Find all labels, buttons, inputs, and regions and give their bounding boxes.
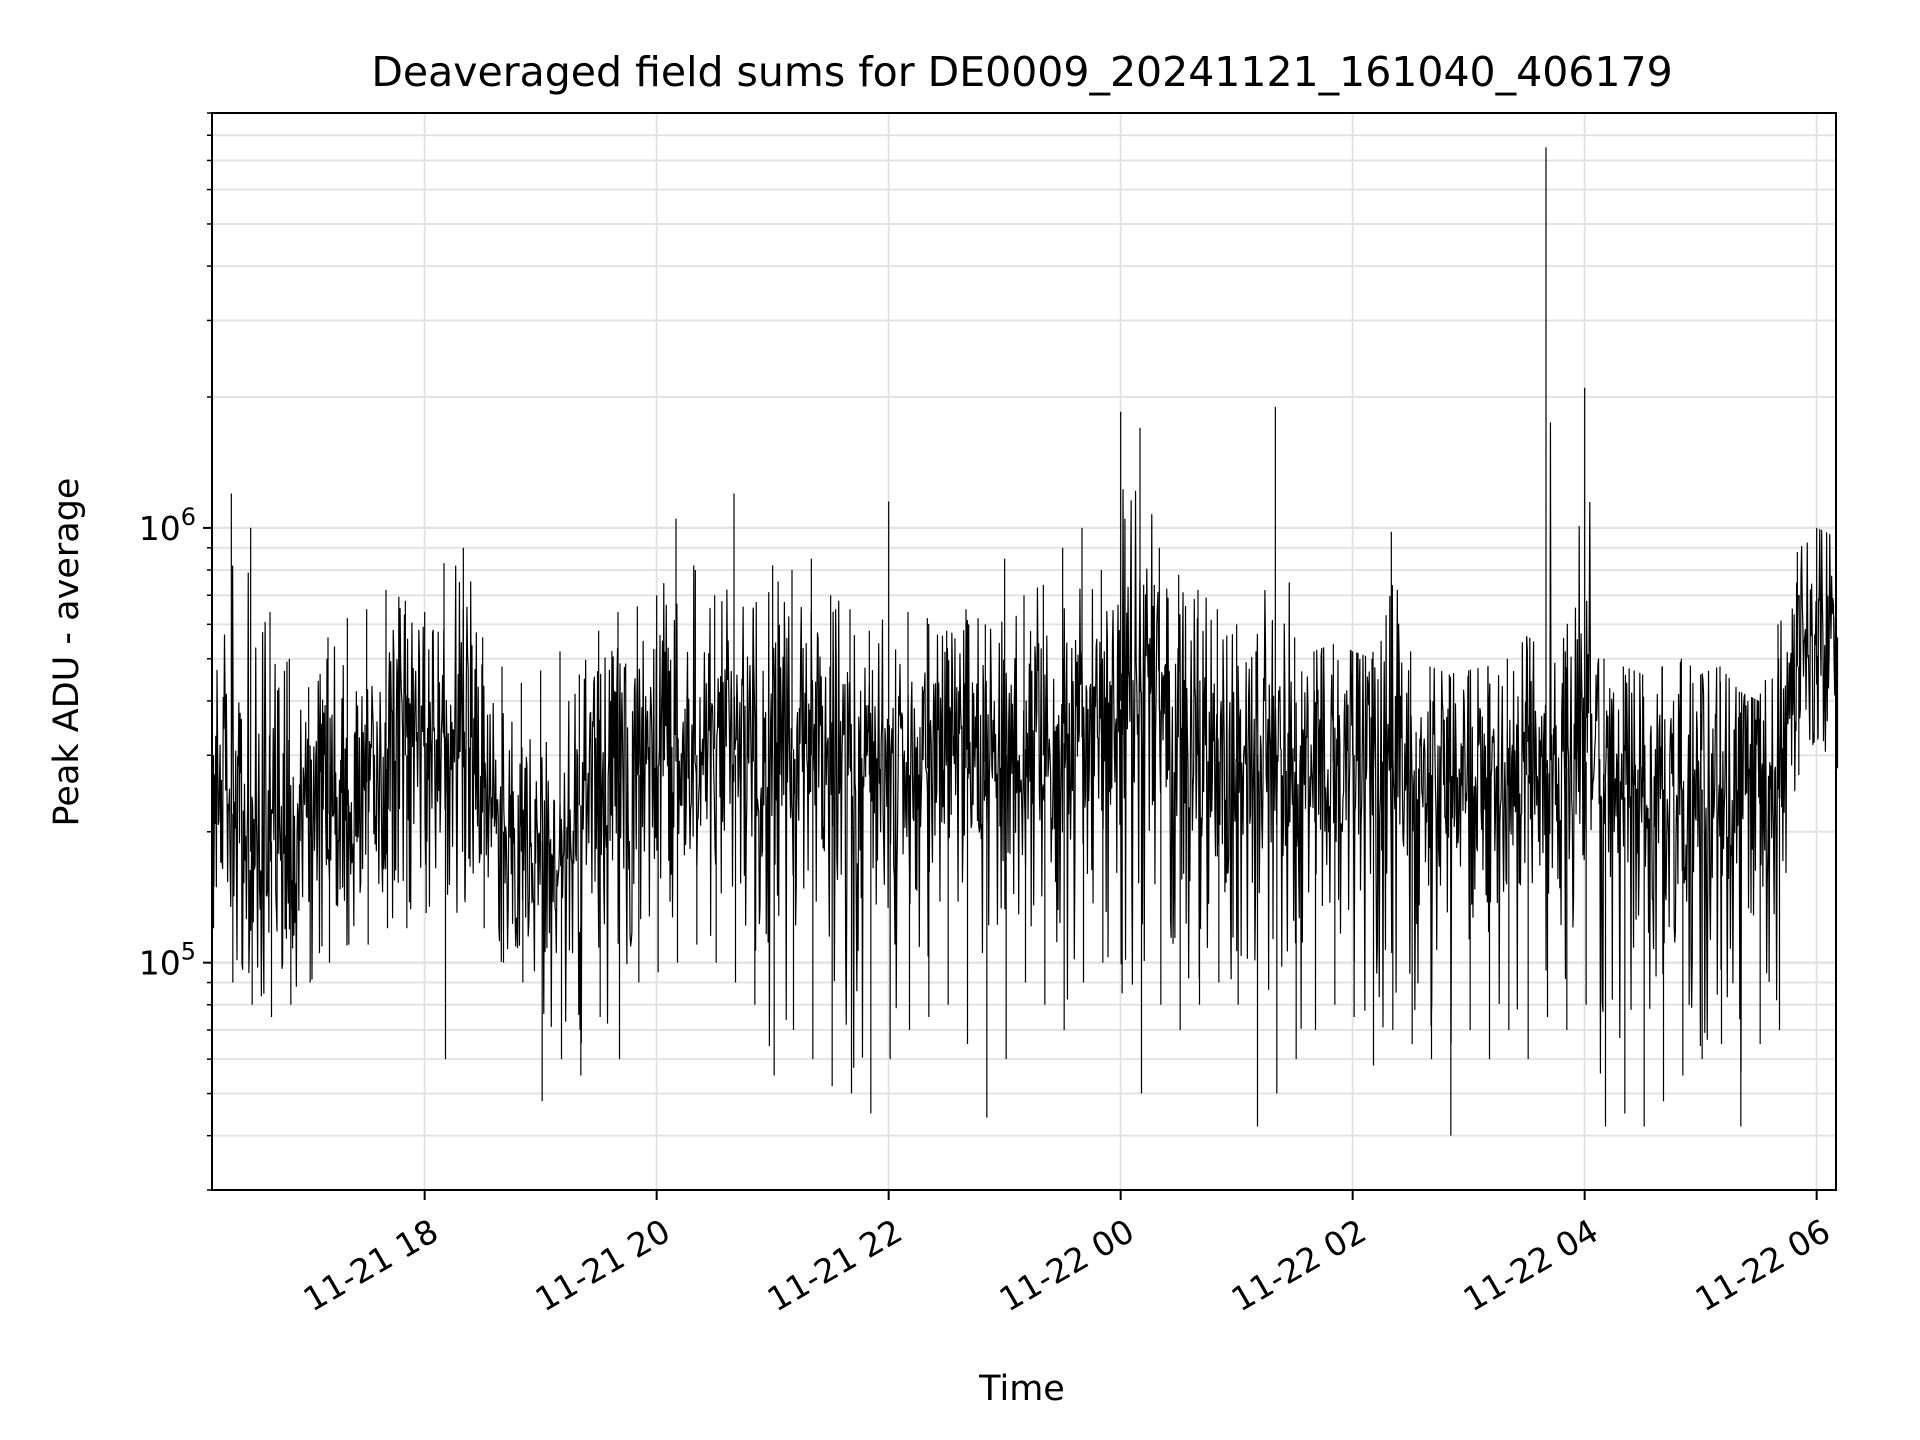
- x-tick-label: 11-21 20: [529, 1211, 677, 1319]
- x-tick-label: 11-21 22: [761, 1211, 909, 1319]
- plot-frame: [211, 112, 1837, 1191]
- chart-title: Deaveraged field sums for DE0009_2024112…: [371, 48, 1672, 96]
- x-tick-label: 11-22 00: [993, 1211, 1141, 1319]
- x-axis-label: Time: [978, 1369, 1065, 1409]
- x-tick-label: 11-22 02: [1225, 1211, 1373, 1319]
- y-tick-label: 106: [139, 503, 196, 548]
- series-trace: [211, 422, 1837, 1074]
- x-axis: 11-21 18 11-21 20 11-21 22 11-22 00 11-22 02…: [297, 1190, 1837, 1319]
- x-tick-label: 11-21 18: [297, 1211, 445, 1319]
- y-axis-label: Peak ADU - average: [47, 478, 87, 827]
- x-tick-label: 11-22 04: [1457, 1211, 1605, 1319]
- y-tick-label: 105: [139, 938, 196, 983]
- x-tick-label: 11-22 06: [1689, 1211, 1837, 1319]
- y-axis: 105 106: [139, 112, 212, 1191]
- series-line: [211, 147, 1839, 1136]
